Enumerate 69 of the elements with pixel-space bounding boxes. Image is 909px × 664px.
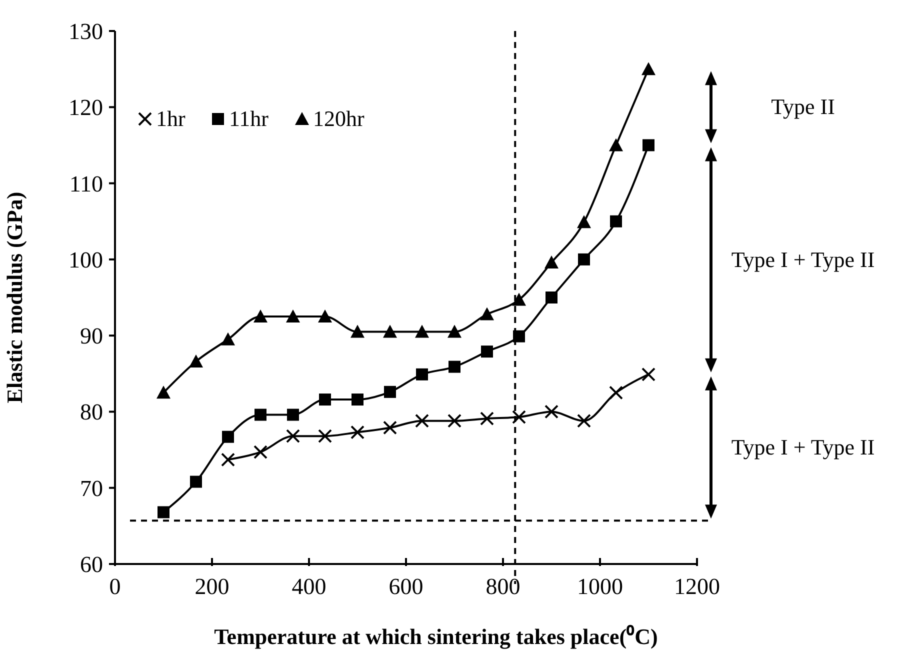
x-tick-label: 400 <box>292 574 326 599</box>
point <box>158 506 170 518</box>
legend-label: 1hr <box>156 106 186 131</box>
y-tick-label: 80 <box>80 400 103 425</box>
point <box>642 62 656 76</box>
point <box>480 346 493 358</box>
point <box>254 408 266 421</box>
point <box>318 429 332 444</box>
point <box>286 429 300 444</box>
y-axis-title: Elastic modulus (GPa) <box>2 192 27 404</box>
point <box>318 310 332 323</box>
point <box>350 324 364 338</box>
point <box>576 414 591 428</box>
point <box>156 386 170 399</box>
point <box>188 354 203 368</box>
x-axis-title: Temperature at which sintering takes place(⁰C) <box>214 624 658 649</box>
point <box>448 414 462 428</box>
point <box>448 360 460 373</box>
text: Type II <box>771 94 835 120</box>
point <box>546 292 558 304</box>
legend-label: 120hr <box>313 106 365 131</box>
y-tick-label: 70 <box>80 476 103 501</box>
point <box>576 215 591 228</box>
point <box>352 394 364 406</box>
x-tick-label: 1000 <box>577 574 623 599</box>
point <box>416 368 428 380</box>
y-tick-label: 60 <box>80 552 103 577</box>
y-tick-label: 120 <box>68 95 103 120</box>
point <box>382 420 397 435</box>
point <box>382 324 397 338</box>
point <box>415 324 430 338</box>
point <box>254 310 268 323</box>
point <box>448 324 462 338</box>
point <box>512 292 526 306</box>
x-tick-label: 600 <box>388 574 424 599</box>
point <box>190 476 202 488</box>
point <box>642 367 656 382</box>
y-tick-label: 110 <box>69 171 103 196</box>
point <box>609 386 624 400</box>
legend-label: 11hr <box>229 106 270 131</box>
point <box>513 330 526 342</box>
point <box>221 452 236 467</box>
point <box>480 412 494 426</box>
text: Type I + Type II <box>731 246 875 272</box>
y-tick-label: 130 <box>68 19 103 44</box>
point <box>286 408 299 421</box>
point <box>254 445 268 460</box>
point <box>319 394 332 406</box>
point <box>286 310 300 323</box>
point <box>609 138 624 152</box>
point <box>415 414 430 428</box>
point <box>544 255 558 268</box>
x-tick-label: 0 <box>109 574 121 599</box>
text: Type I + Type II <box>731 434 875 460</box>
point <box>512 410 526 424</box>
point <box>544 404 558 419</box>
point <box>221 332 236 346</box>
x-tick-label: 1200 <box>674 574 720 599</box>
point <box>350 425 364 440</box>
y-tick-label: 90 <box>80 324 103 349</box>
x-tick-label: 200 <box>194 574 230 599</box>
y-tick-label: 100 <box>68 247 103 272</box>
point <box>222 430 234 443</box>
x-tick-label: 800 <box>486 574 520 599</box>
point <box>642 139 654 152</box>
point <box>384 386 396 398</box>
point <box>610 215 622 228</box>
point <box>480 307 494 320</box>
point <box>578 253 590 266</box>
